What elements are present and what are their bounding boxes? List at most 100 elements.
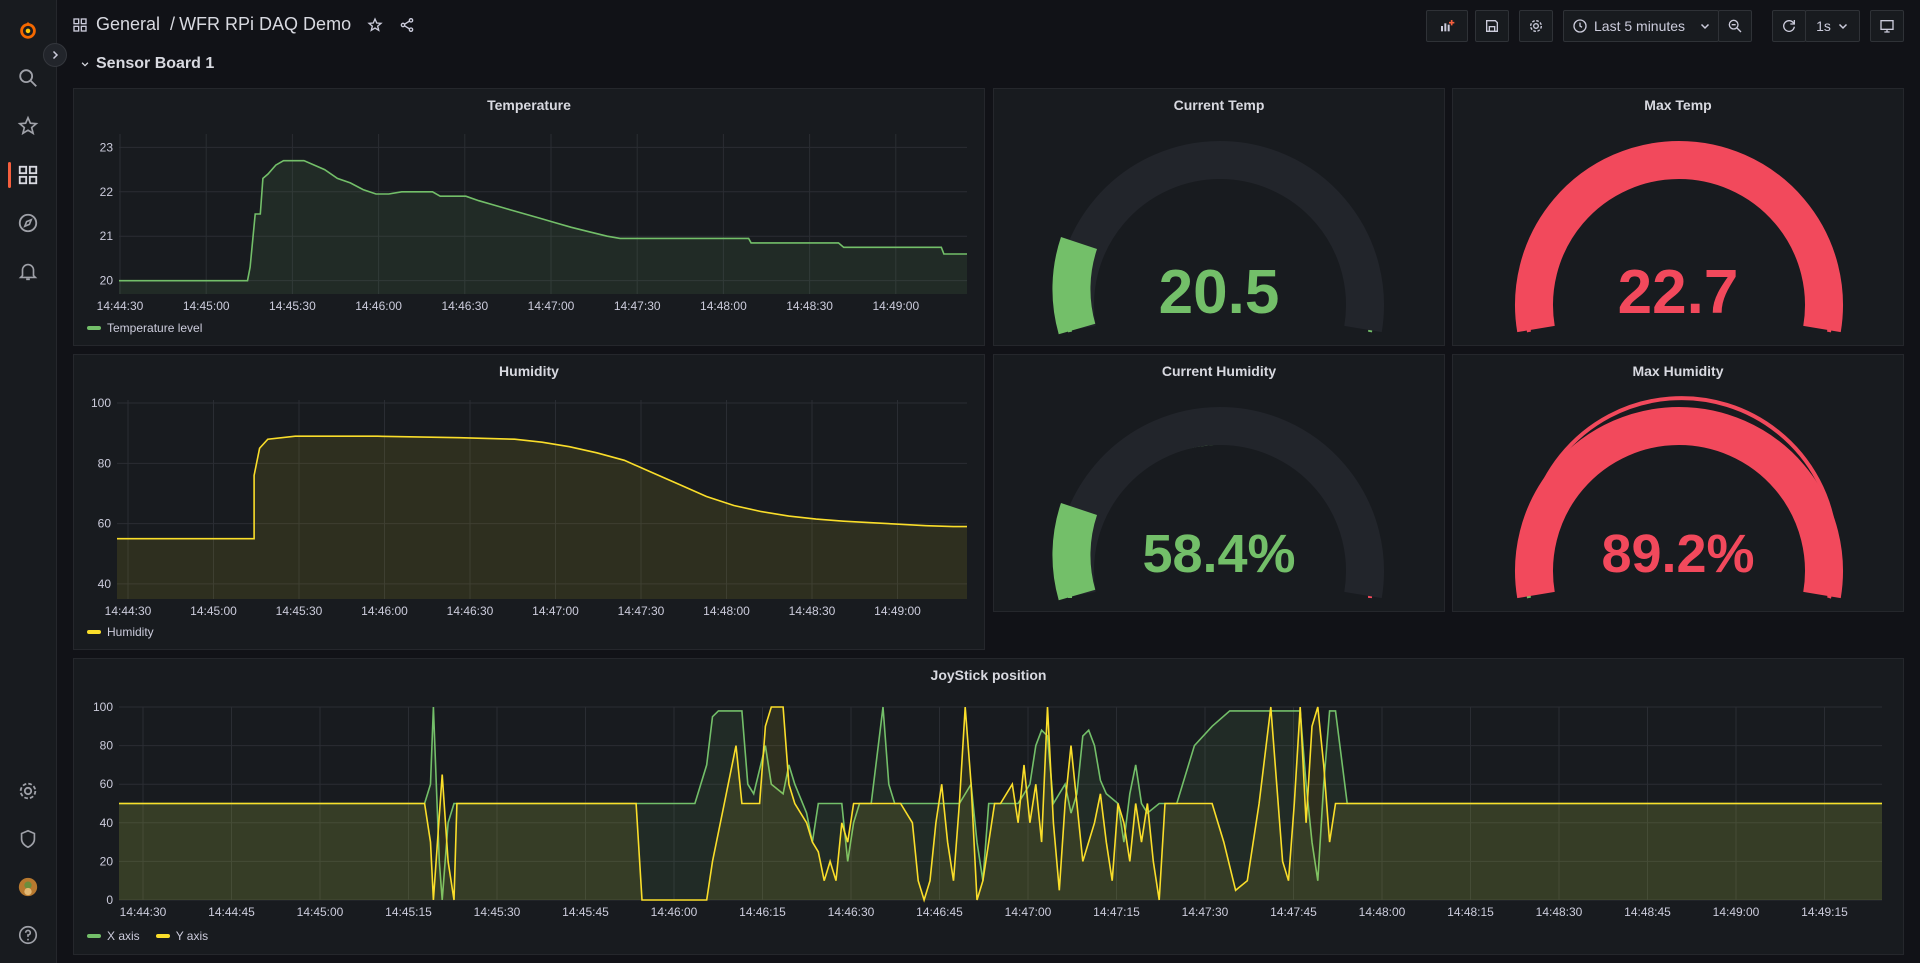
panel-title[interactable]: Humidity	[499, 363, 559, 379]
series-line	[117, 435, 967, 540]
y-tick-label: 20	[100, 274, 114, 288]
dashboards-grid-icon	[73, 17, 87, 32]
legend-item[interactable]: Y axis	[155, 929, 209, 943]
clock-icon	[1573, 19, 1587, 33]
x-tick-label: 14:49:00	[1713, 905, 1760, 919]
x-tick-label: 14:45:30	[474, 905, 521, 919]
panel-title[interactable]: Max Humidity	[1632, 363, 1724, 379]
x-tick-label: 14:46:30	[447, 604, 494, 618]
gear-icon	[1530, 20, 1542, 32]
series-area	[117, 436, 967, 599]
y-tick-label: 21	[100, 229, 114, 243]
chevron-down-icon	[1701, 23, 1710, 30]
gauge-value: 20.5	[1158, 258, 1280, 327]
dashboard-title[interactable]: WFR RPi DAQ Demo	[179, 14, 352, 34]
save-dashboard-button[interactable]	[1475, 10, 1509, 42]
legend-item[interactable]: X axis	[87, 929, 140, 943]
gauge-value: 58.4%	[1142, 524, 1296, 584]
expand-menu-button[interactable]	[43, 43, 67, 67]
legend-swatch	[155, 934, 170, 938]
x-tick-label: 14:48:15	[1447, 905, 1494, 919]
x-tick-label: 14:45:45	[562, 905, 609, 919]
side-menu	[0, 0, 67, 963]
bell-icon[interactable]	[14, 257, 42, 285]
temperature-chart: 20 21 22 23 14:44:30 14:45:00 14:45:30 14:46:00…	[97, 134, 967, 313]
legend-label: Y axis	[175, 929, 209, 943]
tv-mode-button[interactable]	[1870, 10, 1904, 42]
grafana-logo-icon[interactable]	[14, 16, 42, 44]
refresh-interval-picker[interactable]: 1s	[1805, 10, 1860, 42]
row-header[interactable]: Sensor Board 1	[80, 55, 214, 73]
dashboard-settings-button[interactable]	[1519, 10, 1553, 42]
x-tick-label: 14:46:30	[828, 905, 875, 919]
x-tick-label: 14:46:00	[651, 905, 698, 919]
shield-icon[interactable]	[14, 825, 42, 853]
y-tick-label: 23	[100, 140, 114, 154]
y-tick-label: 100	[93, 700, 113, 714]
top-navbar: General / WFR RPi DAQ Demo Last 5 minute…	[56, 0, 1920, 54]
dashboards-grid-icon[interactable]	[14, 161, 42, 189]
active-indicator	[8, 162, 11, 188]
panel-title[interactable]: Max Temp	[1644, 97, 1712, 113]
humidity-panel[interactable]: Humidity 40 60 80 100 14:44:30 14:45:00 14:45:…	[73, 354, 985, 650]
add-panel-button[interactable]	[1426, 10, 1468, 42]
x-tick-label: 14:46:30	[441, 299, 488, 313]
y-tick-label: 80	[98, 456, 112, 470]
x-tick-label: 14:47:00	[1005, 905, 1052, 919]
x-tick-label: 14:44:45	[208, 905, 255, 919]
refresh-button[interactable]	[1772, 10, 1806, 42]
x-tick-label: 14:46:00	[361, 604, 408, 618]
legend: Temperature level	[87, 321, 202, 335]
x-tick-label: 14:45:00	[183, 299, 230, 313]
gear-icon[interactable]	[14, 777, 42, 805]
breadcrumb-folder[interactable]: General	[96, 14, 161, 34]
y-tick-label: 60	[98, 517, 112, 531]
x-tick-label: 14:47:00	[532, 604, 579, 618]
x-tick-label: 14:45:30	[269, 299, 316, 313]
x-tick-label: 14:46:45	[916, 905, 963, 919]
x-tick-label: 14:48:30	[789, 604, 836, 618]
x-tick-label: 14:44:30	[120, 905, 167, 919]
panel-title[interactable]: Current Temp	[1173, 97, 1265, 113]
star-icon[interactable]	[367, 16, 383, 33]
avatar[interactable]	[14, 873, 42, 901]
zoom-out-button[interactable]	[1718, 10, 1752, 42]
temperature-panel[interactable]: Temperature 20 21 22 23 14:44:30 14:45:00 14:4…	[73, 88, 985, 346]
share-icon[interactable]	[399, 17, 415, 33]
gauge-value: 22.7	[1617, 258, 1739, 327]
x-tick-label: 14:48:00	[703, 604, 750, 618]
max-temp-panel[interactable]: Max Temp 22.7	[1452, 88, 1904, 346]
y-tick-label: 20	[100, 854, 114, 868]
panel-title[interactable]: Current Humidity	[1161, 363, 1277, 379]
legend-swatch	[87, 630, 101, 634]
current-humidity-panel[interactable]: Current Humidity 58.4%	[993, 354, 1445, 612]
x-tick-label: 14:49:00	[874, 604, 921, 618]
panel-title[interactable]: Temperature	[487, 97, 571, 113]
max-temp-gauge	[1515, 141, 1843, 333]
help-icon[interactable]	[14, 921, 42, 949]
joystick-panel[interactable]: JoyStick position 0 20 40 60 80 100 14:44:30 14…	[73, 658, 1904, 955]
x-tick-label: 14:45:00	[190, 604, 237, 618]
x-tick-label: 14:46:00	[355, 299, 402, 313]
series-area	[119, 160, 967, 294]
panel-title[interactable]: JoyStick position	[930, 667, 1047, 683]
time-range-picker[interactable]: Last 5 minutes	[1563, 10, 1719, 42]
max-humidity-gauge	[1515, 396, 1843, 599]
max-humidity-panel[interactable]: Max Humidity 89.2%	[1452, 354, 1904, 612]
y-tick-label: 0	[106, 893, 113, 907]
legend-item[interactable]: Humidity	[87, 625, 154, 639]
refresh-interval-label: 1s	[1816, 18, 1831, 34]
y-tick-label: 80	[100, 739, 114, 753]
legend-label: Humidity	[107, 625, 154, 639]
star-icon[interactable]	[14, 112, 42, 140]
x-tick-label: 14:48:45	[1624, 905, 1671, 919]
x-tick-label: 14:49:00	[872, 299, 919, 313]
legend-item[interactable]: Temperature level	[87, 321, 202, 335]
breadcrumb: General / WFR RPi DAQ Demo	[72, 14, 415, 35]
x-tick-label: 14:48:00	[1359, 905, 1406, 919]
search-icon[interactable]	[14, 64, 42, 92]
x-tick-label: 14:44:30	[105, 604, 152, 618]
compass-icon[interactable]	[14, 209, 42, 237]
row-title: Sensor Board 1	[96, 55, 215, 72]
current-temp-panel[interactable]: Current Temp 20.5	[993, 88, 1445, 346]
